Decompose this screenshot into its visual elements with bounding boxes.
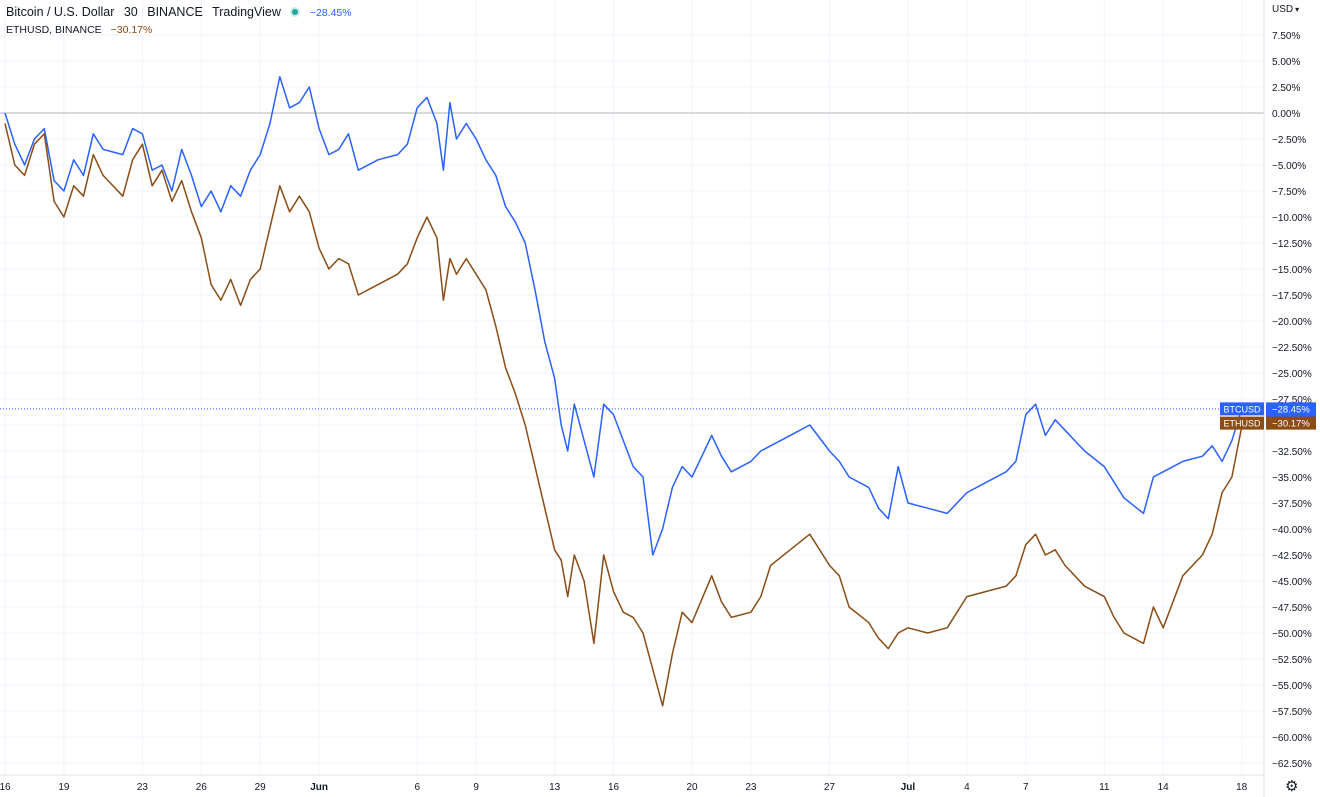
x-tick-label: 23 [745,782,757,793]
x-tick-label: 6 [414,782,420,793]
y-tick-label: −2.50% [1272,135,1306,146]
y-tick-label: −27.50% [1272,395,1312,406]
x-tick-label: 4 [964,782,970,793]
y-tick-label: −42.50% [1272,551,1312,562]
source-label: TradingView [212,5,281,19]
x-tick-label: 18 [1236,782,1248,793]
x-tick-label: 23 [137,782,149,793]
compare-symbol[interactable]: ETHUSD, BINANCE [6,24,102,36]
x-tick-label: Jun [310,782,328,793]
compare-change: −30.17% [110,24,153,36]
x-tick-label: 20 [686,782,698,793]
y-tick-label: −47.50% [1272,603,1312,614]
y-tick-label: −7.50% [1272,187,1306,198]
gear-icon[interactable]: ⚙ [1285,778,1299,795]
x-tick-label: 14 [1158,782,1170,793]
chevron-down-icon: ▾ [1295,5,1300,14]
price-axis[interactable]: 7.50% 5.00% 2.50% 0.00% −2.50% −5.00% −7.50% −1… [1272,31,1312,770]
y-tick-label: −52.50% [1272,655,1312,666]
y-tick-label: −20.00% [1272,317,1312,328]
eth-value-badge [1266,416,1316,430]
y-tick-label: −62.50% [1272,759,1312,770]
y-tick-label: −32.50% [1272,447,1312,458]
y-tick-label: 2.50% [1272,83,1300,94]
grid [0,0,1264,775]
y-tick-label: −35.00% [1272,473,1312,484]
main-series-legend[interactable]: Bitcoin / U.S. Dollar 30 BINANCE Trading… [6,5,358,19]
exchange-label: BINANCE [147,5,203,19]
btc-symbol-badge-label: BTCUSD [1223,404,1261,414]
last-value-badges: BTCUSD−28.45%23:11ETHUSD−30.17% [1220,402,1316,430]
btc-symbol-badge [1220,402,1264,416]
eth-value-badge-label: −30.17% [1272,419,1310,430]
eth-symbol-badge [1220,416,1264,430]
y-tick-label: −50.00% [1272,629,1312,640]
main-change: −28.45% [309,7,352,19]
y-tick-label: −57.50% [1272,707,1312,718]
symbol-title[interactable]: Bitcoin / U.S. Dollar [6,5,115,19]
y-tick-label: −37.50% [1272,499,1312,510]
series-line-ethusd[interactable] [4,123,1243,707]
x-tick-label: 29 [255,782,267,793]
x-tick-label: 16 [0,782,11,793]
series-line-btcusd[interactable] [4,75,1243,556]
interval-label[interactable]: 30 [123,5,138,19]
y-tick-label: −5.00% [1272,161,1306,172]
y-tick-label: −25.00% [1272,369,1312,380]
y-tick-label: 5.00% [1272,57,1300,68]
y-tick-label: −12.50% [1272,239,1312,250]
x-tick-label: 26 [196,782,208,793]
y-tick-label: −22.50% [1272,343,1312,354]
y-tick-label: −17.50% [1272,291,1312,302]
x-tick-label: 27 [824,782,836,793]
y-tick-label: −55.00% [1272,681,1312,692]
x-tick-label: 13 [549,782,561,793]
x-tick-label: 7 [1023,782,1029,793]
time-axis[interactable]: 16 19 23 26 29 Jun 6 9 13 16 20 23 27 Jul 4 7 11 14 18 [0,782,1248,793]
btc-value-badge-label: −28.45% [1272,404,1310,415]
eth-symbol-badge-label: ETHUSD [1223,419,1261,429]
x-tick-label: 9 [473,782,479,793]
x-tick-label: Jul [901,782,916,793]
y-tick-label: −60.00% [1272,733,1312,744]
live-status-dot-icon [290,6,301,17]
y-tick-label: −10.00% [1272,213,1312,224]
series-layer [4,75,1243,707]
y-tick-label: 7.50% [1272,31,1300,42]
y-tick-label: −40.00% [1272,525,1312,536]
currency-label: USD [1272,4,1294,15]
y-tick-label: 0.00% [1272,109,1300,120]
y-tick-label: −45.00% [1272,577,1312,588]
y-tick-label: −15.00% [1272,265,1312,276]
x-tick-label: 11 [1099,782,1110,793]
x-tick-label: 19 [58,782,70,793]
compare-series-legend[interactable]: ETHUSD, BINANCE −30.17% [6,24,158,36]
x-tick-label: 16 [608,782,620,793]
currency-dropdown[interactable]: USD ▾ [1272,4,1299,15]
